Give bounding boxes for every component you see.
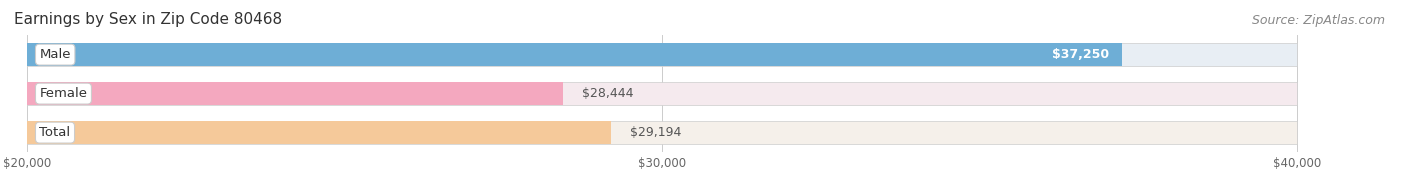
Bar bbox=[27, 82, 562, 105]
Text: Source: ZipAtlas.com: Source: ZipAtlas.com bbox=[1251, 14, 1385, 27]
Text: Total: Total bbox=[39, 126, 70, 139]
Bar bbox=[27, 43, 1296, 66]
Text: $29,194: $29,194 bbox=[630, 126, 681, 139]
Bar bbox=[27, 121, 610, 144]
Bar bbox=[27, 121, 1296, 144]
Text: $37,250: $37,250 bbox=[1052, 48, 1109, 61]
Text: Male: Male bbox=[39, 48, 70, 61]
Bar bbox=[27, 82, 1296, 105]
Bar bbox=[27, 43, 1122, 66]
Text: Female: Female bbox=[39, 87, 87, 100]
Text: $28,444: $28,444 bbox=[582, 87, 634, 100]
Text: Earnings by Sex in Zip Code 80468: Earnings by Sex in Zip Code 80468 bbox=[14, 12, 283, 27]
